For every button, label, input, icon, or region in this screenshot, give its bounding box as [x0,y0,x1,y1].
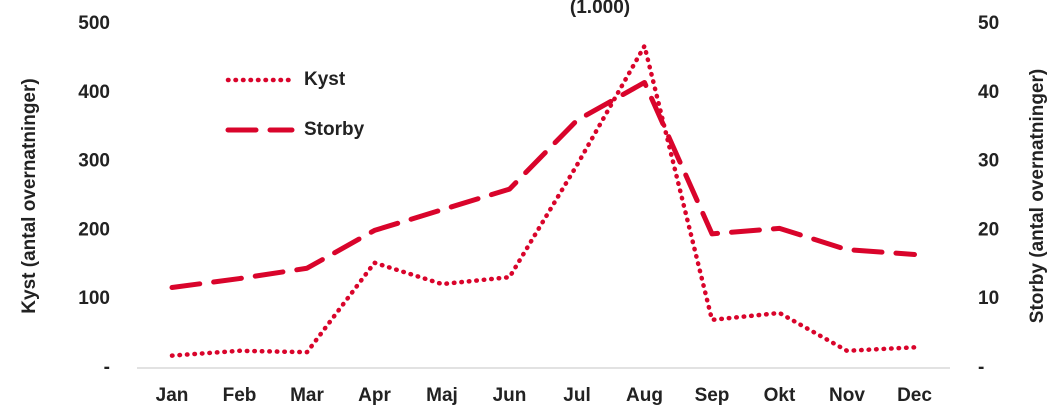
y2-tick-label: 10 [978,288,999,309]
y-tick-label: 200 [78,219,110,240]
x-tick-label: Aug [626,385,663,406]
y-tick-label: - [104,357,110,378]
y-tick-label: 300 [78,151,110,172]
x-tick-label: Jan [156,385,189,406]
y2-tick-label: - [978,357,984,378]
y2-tick-label: 40 [978,82,999,103]
x-tick-label: Okt [764,385,796,406]
y-tick-label: 400 [78,82,110,103]
series-line [169,43,917,358]
x-tick-label: Jun [493,385,527,406]
series-line [169,79,917,291]
x-tick-label: Apr [358,385,391,406]
x-tick-label: Maj [426,385,458,406]
y2-axis-title: Storby (antal overnatninger) [1027,69,1048,323]
x-tick-label: Nov [829,385,865,406]
legend-label: Kyst [304,69,346,90]
y-axis-title: Kyst (antal overnatninger) [19,78,40,313]
x-tick-label: Jul [563,385,590,406]
x-tick-label: Sep [695,385,730,406]
x-tick-label: Mar [290,385,324,406]
y2-tick-label: 50 [978,13,999,34]
y2-tick-label: 20 [978,219,999,240]
legend-label: Storby [304,119,365,140]
y2-tick-label: 30 [978,151,999,172]
chart-title: (1.000) [570,0,630,18]
x-tick-label: Dec [897,385,932,406]
y-tick-label: 100 [78,288,110,309]
x-tick-label: Feb [223,385,257,406]
y-tick-label: 500 [78,13,110,34]
